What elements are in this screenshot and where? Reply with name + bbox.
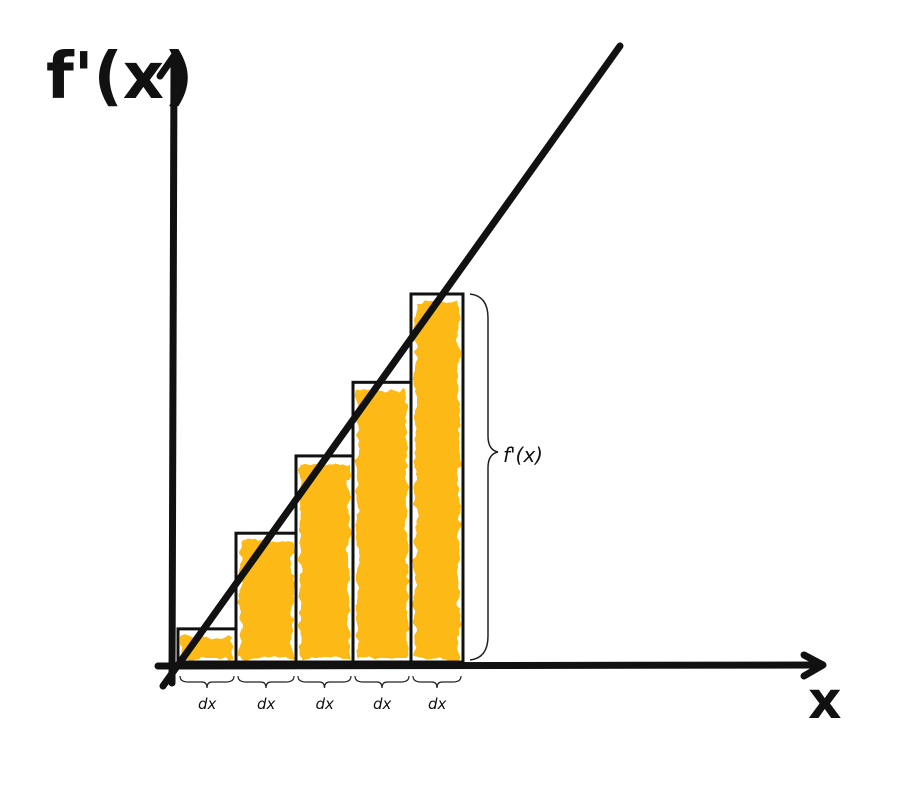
dx-label-2: dx: [257, 695, 276, 713]
dx-brace-4: [354, 675, 410, 689]
dx-brace-group: dx dx dx dx dx: [179, 675, 462, 713]
height-brace-label: f'(x): [503, 443, 543, 467]
dx-label-4: dx: [373, 695, 392, 713]
arrow-right-icon: [800, 651, 827, 680]
rectangle-fill-2: [240, 541, 292, 658]
x-axis-label: x: [808, 671, 842, 731]
rectangle-fill-4: [357, 390, 407, 658]
dx-brace-3: [297, 675, 352, 689]
function-line: [159, 42, 624, 690]
dx-label-3: dx: [316, 695, 335, 713]
rectangle-fill-3: [300, 463, 349, 658]
x-axis: [154, 661, 824, 670]
y-axis: [168, 56, 178, 687]
dx-brace-2: [237, 675, 295, 689]
rectangle-outline-5: [409, 292, 465, 664]
arrow-up-icon: [156, 52, 188, 80]
dx-label-5: dx: [428, 695, 447, 713]
rectangle-fill-5: [415, 302, 459, 658]
y-axis-label: f'(x): [46, 40, 193, 114]
dx-brace-5: [412, 675, 462, 689]
rectangle-outlines: [176, 292, 465, 664]
dx-brace-1: [179, 675, 235, 689]
dx-label-1: dx: [198, 695, 217, 713]
height-brace: [469, 293, 499, 661]
axes: [154, 42, 827, 690]
rectangle-fills: [182, 302, 459, 658]
